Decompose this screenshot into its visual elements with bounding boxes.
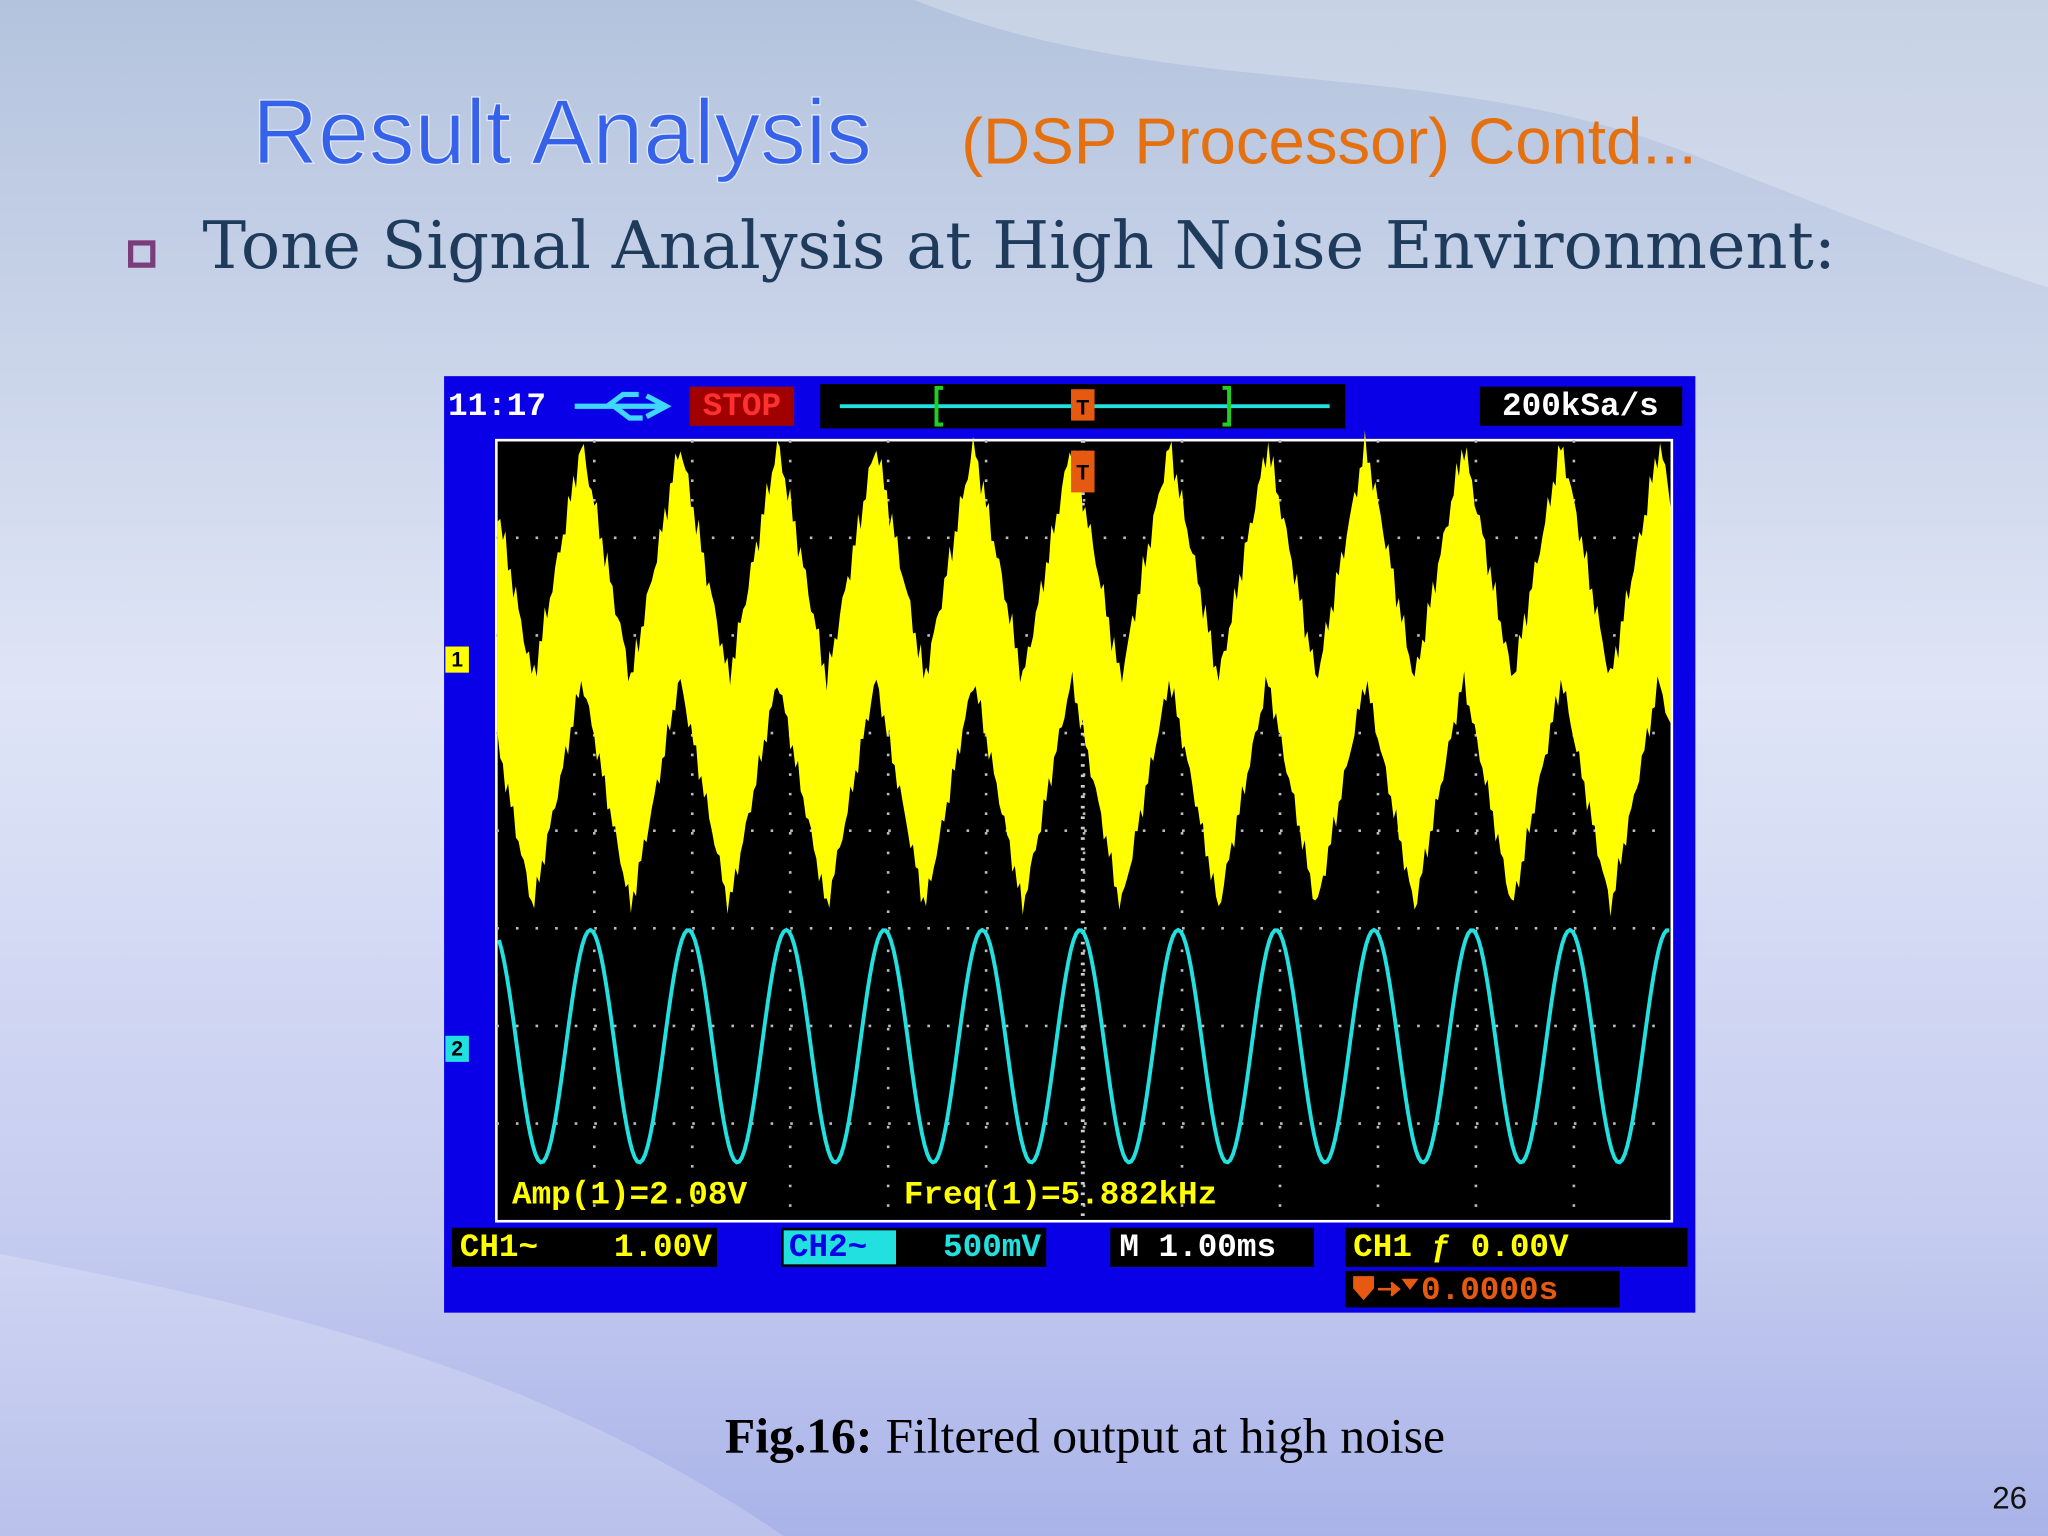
trigger-source: CH1 ƒ 0.00V [1353,1229,1569,1266]
window-bracket [934,385,1232,427]
decoration [0,1253,784,1536]
ch2-marker-box [445,1035,469,1062]
ch2-marker: 2 [451,1038,463,1061]
ch1-waveform [497,430,1671,917]
trigger-marker: T [1076,462,1089,485]
ch1-label: CH1~ [460,1229,538,1266]
oscilloscope: 11:17 STOP T 200kSa/s T 1 2 Amp(1)=2.08V… [444,376,1696,1313]
page-number: 26 [1992,1481,2027,1516]
ch2-waveform [497,927,1670,1165]
trigger-icon [1071,389,1095,421]
ch1-box [451,1227,718,1267]
title: Result Analysis [252,81,872,183]
usb-icon [574,391,672,421]
ch1-marker-box [445,646,469,673]
ch2-scale: 500mV [943,1229,1041,1266]
measurement: Freq(1)=5.882kHz [904,1177,1217,1214]
caption-label: Fig.16: [725,1408,872,1463]
offset-icon [1353,1276,1419,1301]
trigger-marker: T [1076,396,1089,419]
ch1-scale: 1.00V [614,1229,712,1266]
sample-rate-box [1479,386,1683,426]
caption-text: Filtered output at high noise [885,1408,1445,1463]
decoration [914,0,2048,288]
subtitle: (DSP Processor) Contd... [961,104,1696,177]
bullet-text: Tone Signal Analysis at High Noise Envir… [202,208,1835,284]
time: 11:17 [448,388,546,425]
trigger-position [1071,450,1095,493]
bullet-icon [127,240,156,268]
timebase-box [1110,1227,1314,1267]
measurement: Amp(1)=2.08V [512,1177,747,1214]
trigger-box [1345,1227,1688,1267]
trigger-offset: 0.0000s [1421,1272,1558,1309]
ch1-marker: 1 [451,648,463,671]
caption: Fig.16: Filtered output at high noise [725,1408,1445,1463]
status: STOP [703,388,781,425]
ch2-label-bg [783,1230,896,1265]
sample-rate: 200kSa/s [1502,388,1659,425]
status-box [689,386,795,426]
timebase: M 1.00ms [1119,1229,1276,1266]
ch2-label: CH2~ [789,1229,867,1266]
